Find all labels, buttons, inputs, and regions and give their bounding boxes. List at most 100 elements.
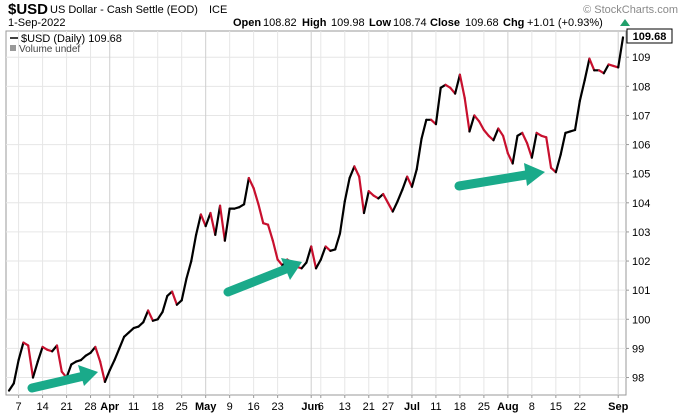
series-segment bbox=[434, 86, 442, 126]
series-segment bbox=[525, 142, 533, 159]
series-segment bbox=[420, 118, 428, 140]
series-segment bbox=[300, 261, 308, 270]
y-tick-label: 98 bbox=[632, 373, 644, 385]
high-label: High bbox=[302, 17, 327, 29]
y-tick-label: 104 bbox=[632, 198, 650, 210]
last-value-label: 109.68 bbox=[633, 31, 667, 43]
x-tick-label: 21 bbox=[363, 401, 375, 413]
series-segment bbox=[209, 211, 217, 236]
series-segment bbox=[271, 239, 279, 261]
x-tick-label: 9 bbox=[227, 401, 233, 413]
series-segment bbox=[247, 176, 255, 190]
y-tick-label: 105 bbox=[632, 169, 650, 181]
x-tick-label: 21 bbox=[60, 401, 72, 413]
series-segment bbox=[334, 232, 342, 251]
x-tick-label: 13 bbox=[339, 401, 351, 413]
series-segment bbox=[386, 201, 394, 213]
series-segment bbox=[602, 63, 610, 75]
series-segment bbox=[194, 213, 202, 236]
grid-lines bbox=[6, 31, 626, 395]
low-value: 108.74 bbox=[393, 17, 427, 29]
x-tick-label: 6 bbox=[318, 401, 324, 413]
series-segment bbox=[142, 309, 150, 324]
chart-symbol: $USD bbox=[8, 1, 48, 18]
x-tick-label: Sep bbox=[608, 401, 628, 413]
chart-date: 1-Sep-2022 bbox=[8, 17, 66, 29]
x-tick-label: 22 bbox=[574, 401, 586, 413]
y-tick-label: 100 bbox=[632, 314, 650, 326]
series-segment bbox=[310, 245, 318, 270]
series-segment bbox=[257, 203, 265, 225]
chart-description: US Dollar - Cash Settle (EOD) bbox=[50, 4, 198, 16]
series-segment bbox=[396, 188, 404, 203]
series-segment bbox=[358, 175, 366, 215]
chg-label: Chg bbox=[503, 17, 524, 29]
annotation-arrow-3 bbox=[454, 163, 545, 191]
series-segment bbox=[338, 200, 346, 235]
series-segment bbox=[190, 233, 198, 263]
series-segment bbox=[454, 73, 462, 95]
series-segment bbox=[31, 360, 39, 379]
low-label: Low bbox=[369, 17, 391, 29]
series-segment bbox=[348, 165, 356, 180]
series-segment bbox=[199, 213, 207, 228]
series-segment bbox=[218, 204, 226, 242]
series-segment bbox=[583, 57, 591, 82]
series-segment bbox=[161, 294, 169, 314]
series-segment bbox=[305, 245, 313, 264]
chart-exchange: ICE bbox=[209, 4, 227, 16]
stockcharts-watermark: © StockCharts.com bbox=[583, 4, 678, 16]
series-segment bbox=[511, 134, 519, 165]
x-tick-label: 18 bbox=[152, 401, 164, 413]
series-segment bbox=[266, 223, 274, 242]
series-segment bbox=[94, 345, 102, 363]
series-segment bbox=[314, 258, 322, 270]
x-tick-label: Aug bbox=[497, 401, 518, 413]
series-segment bbox=[458, 73, 466, 100]
series-segment bbox=[214, 204, 222, 236]
legend-volume-label: Volume undef bbox=[19, 44, 80, 55]
series-segment bbox=[554, 153, 562, 174]
x-tick-label: 23 bbox=[272, 401, 284, 413]
series-segment bbox=[17, 341, 25, 362]
series-segment bbox=[382, 192, 390, 204]
series-segment bbox=[463, 96, 471, 133]
plot-frame bbox=[5, 30, 627, 396]
x-tick-label: 27 bbox=[382, 401, 394, 413]
y-tick-label: 108 bbox=[632, 81, 650, 93]
y-tick-label: 103 bbox=[632, 227, 650, 239]
series-segment bbox=[7, 382, 15, 392]
series-segment bbox=[55, 344, 63, 373]
series-segment bbox=[362, 190, 370, 215]
open-label: Open bbox=[233, 17, 261, 29]
series-segment bbox=[36, 345, 44, 363]
high-value: 109.98 bbox=[331, 17, 365, 29]
price-series bbox=[7, 36, 625, 392]
x-tick-label: 16 bbox=[248, 401, 260, 413]
series-segment bbox=[353, 165, 361, 178]
x-tick-label: 14 bbox=[36, 401, 48, 413]
y-tick-label: 101 bbox=[632, 285, 650, 297]
series-segment bbox=[578, 79, 586, 102]
y-tick-label: 106 bbox=[632, 140, 650, 152]
open-value: 108.82 bbox=[263, 17, 297, 29]
x-tick-label: 7 bbox=[16, 401, 22, 413]
series-segment bbox=[559, 131, 567, 156]
series-segment bbox=[343, 176, 351, 203]
x-tick-label: May bbox=[195, 401, 217, 413]
series-segment bbox=[391, 200, 399, 213]
annotation-arrow-1 bbox=[27, 365, 98, 393]
series-segment bbox=[492, 127, 500, 142]
series-segment bbox=[319, 245, 327, 261]
series-segment bbox=[473, 114, 481, 123]
series-segment bbox=[204, 211, 212, 228]
series-segment bbox=[521, 131, 529, 145]
last-value-box bbox=[626, 28, 673, 44]
series-segment bbox=[170, 290, 178, 306]
series-segment bbox=[103, 369, 111, 383]
legend-volume-icon bbox=[10, 45, 16, 51]
y-tick-label: 109 bbox=[632, 52, 650, 64]
series-segment bbox=[530, 131, 538, 159]
x-tick-label: 25 bbox=[478, 401, 490, 413]
